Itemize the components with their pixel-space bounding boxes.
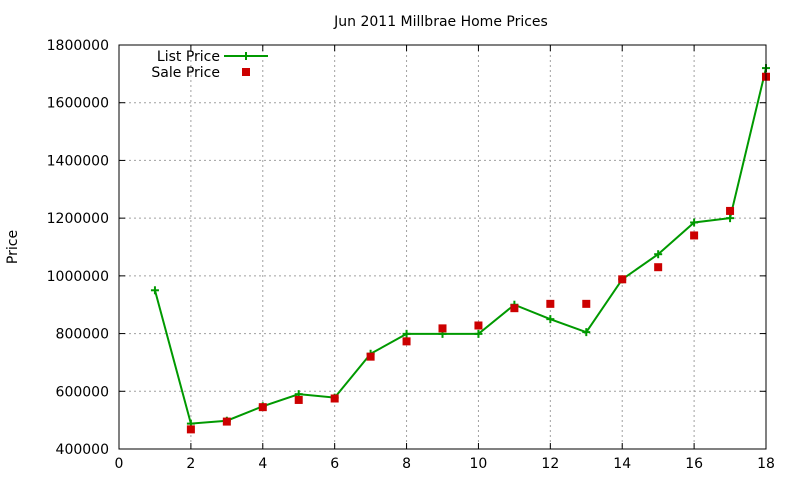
sale-price-point (654, 263, 663, 272)
list-price-point (654, 250, 663, 259)
grid-lines (119, 45, 766, 449)
x-tick-label: 18 (757, 456, 775, 472)
list-price-point (726, 214, 735, 223)
legend-label: List Price (157, 49, 220, 65)
x-tick-label: 0 (115, 456, 124, 472)
axis-ticks: 0 2 4 6 8 10 12 14 16 18 400000 600000 800000 1000000… (47, 38, 775, 472)
plot-frame (118, 44, 767, 450)
list-price-point (546, 315, 555, 324)
sale-price-point (258, 403, 267, 412)
sale-price-point (474, 321, 483, 330)
sale-price-point (330, 394, 339, 403)
sale-price-point (582, 299, 591, 308)
x-tick-label: 12 (541, 456, 559, 472)
list-price-point (150, 286, 159, 295)
x-tick-label: 2 (186, 456, 195, 472)
sale-price-point (366, 352, 375, 361)
sale-price-point (222, 417, 231, 426)
list-price-point (690, 218, 699, 227)
y-tick-label: 400000 (56, 442, 109, 458)
y-tick-label: 1000000 (47, 269, 109, 285)
list-price-point (582, 328, 591, 337)
sale-price-point (186, 425, 195, 434)
legend-square-sample (242, 68, 250, 76)
chart-title: Jun 2011 Millbrae Home Prices (333, 14, 548, 30)
sale-price-point (402, 337, 411, 346)
x-tick-label: 10 (470, 456, 488, 472)
y-tick-label: 1400000 (47, 153, 109, 169)
data-series (150, 64, 770, 434)
list-price-point (474, 329, 483, 338)
sale-price-point (438, 324, 447, 333)
list-price-point (402, 329, 411, 338)
x-tick-label: 8 (402, 456, 411, 472)
x-tick-label: 4 (258, 456, 267, 472)
y-axis-label: Price (5, 230, 21, 264)
sale-price-point (546, 299, 555, 308)
y-tick-label: 1800000 (47, 38, 109, 54)
sale-price-point (690, 231, 699, 240)
x-tick-label: 6 (330, 456, 339, 472)
y-tick-label: 600000 (56, 384, 109, 400)
sale-price-point (510, 304, 519, 313)
y-tick-label: 1200000 (47, 211, 109, 227)
x-tick-label: 14 (613, 456, 631, 472)
y-tick-label: 1600000 (47, 96, 109, 112)
sale-price-point (618, 275, 627, 284)
x-tick-label: 16 (685, 456, 703, 472)
sale-price-point (294, 395, 303, 404)
sale-price-point (726, 206, 735, 215)
legend-label: Sale Price (151, 65, 220, 81)
y-tick-label: 800000 (56, 327, 109, 343)
list-price-line (153, 67, 767, 425)
